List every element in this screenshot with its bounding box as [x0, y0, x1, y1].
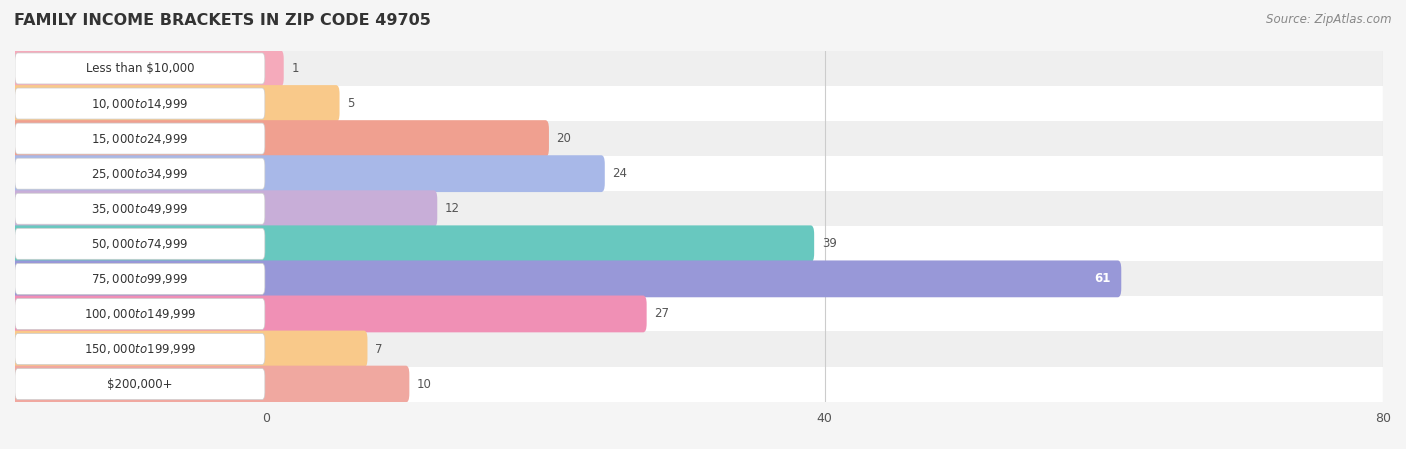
Text: Less than $10,000: Less than $10,000	[86, 62, 194, 75]
FancyBboxPatch shape	[15, 51, 1384, 86]
FancyBboxPatch shape	[15, 299, 264, 330]
FancyBboxPatch shape	[15, 226, 1384, 261]
Text: 12: 12	[444, 202, 460, 215]
FancyBboxPatch shape	[15, 86, 1384, 121]
Text: 5: 5	[347, 97, 354, 110]
FancyBboxPatch shape	[15, 261, 1384, 296]
Text: 39: 39	[823, 237, 837, 250]
Text: 27: 27	[654, 308, 669, 321]
Text: $200,000+: $200,000+	[107, 378, 173, 391]
FancyBboxPatch shape	[11, 190, 437, 227]
Text: 7: 7	[375, 343, 382, 356]
FancyBboxPatch shape	[11, 365, 409, 402]
Text: $10,000 to $14,999: $10,000 to $14,999	[91, 97, 188, 110]
Text: 24: 24	[613, 167, 627, 180]
Text: $35,000 to $49,999: $35,000 to $49,999	[91, 202, 188, 216]
FancyBboxPatch shape	[15, 121, 1384, 156]
FancyBboxPatch shape	[15, 123, 264, 154]
FancyBboxPatch shape	[11, 225, 814, 262]
FancyBboxPatch shape	[15, 228, 264, 259]
FancyBboxPatch shape	[11, 330, 367, 367]
FancyBboxPatch shape	[11, 295, 647, 332]
FancyBboxPatch shape	[15, 193, 264, 224]
Text: $150,000 to $199,999: $150,000 to $199,999	[84, 342, 197, 356]
Text: $50,000 to $74,999: $50,000 to $74,999	[91, 237, 188, 251]
FancyBboxPatch shape	[15, 158, 264, 189]
FancyBboxPatch shape	[15, 264, 264, 295]
Text: $75,000 to $99,999: $75,000 to $99,999	[91, 272, 188, 286]
Text: 61: 61	[1094, 273, 1111, 286]
Text: FAMILY INCOME BRACKETS IN ZIP CODE 49705: FAMILY INCOME BRACKETS IN ZIP CODE 49705	[14, 13, 430, 28]
FancyBboxPatch shape	[11, 85, 340, 122]
FancyBboxPatch shape	[11, 260, 1121, 297]
FancyBboxPatch shape	[15, 191, 1384, 226]
FancyBboxPatch shape	[15, 334, 264, 365]
Text: 20: 20	[557, 132, 571, 145]
FancyBboxPatch shape	[15, 88, 264, 119]
Text: $25,000 to $34,999: $25,000 to $34,999	[91, 167, 188, 180]
FancyBboxPatch shape	[15, 366, 1384, 401]
Text: $15,000 to $24,999: $15,000 to $24,999	[91, 132, 188, 145]
FancyBboxPatch shape	[11, 120, 548, 157]
FancyBboxPatch shape	[15, 296, 1384, 331]
FancyBboxPatch shape	[15, 156, 1384, 191]
Text: Source: ZipAtlas.com: Source: ZipAtlas.com	[1267, 13, 1392, 26]
FancyBboxPatch shape	[11, 155, 605, 192]
Text: 10: 10	[418, 378, 432, 391]
Text: 1: 1	[291, 62, 299, 75]
FancyBboxPatch shape	[11, 50, 284, 87]
FancyBboxPatch shape	[15, 53, 264, 84]
FancyBboxPatch shape	[15, 331, 1384, 366]
FancyBboxPatch shape	[15, 369, 264, 400]
Text: $100,000 to $149,999: $100,000 to $149,999	[84, 307, 197, 321]
